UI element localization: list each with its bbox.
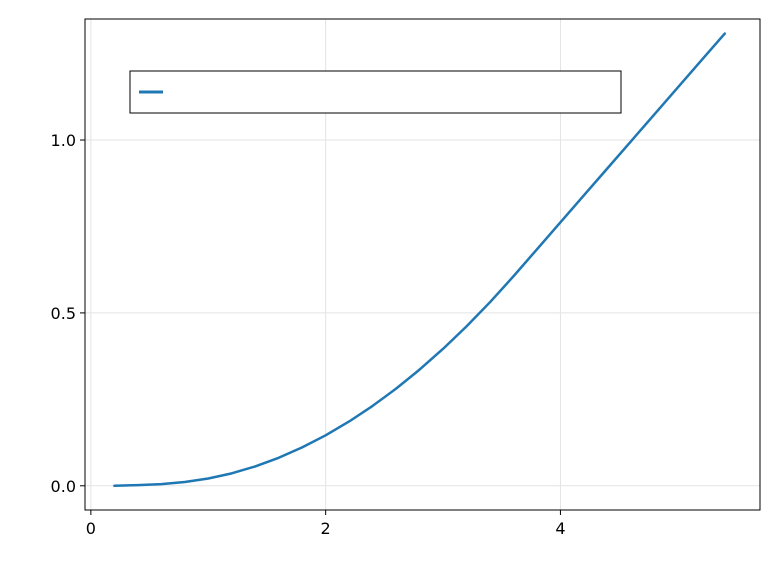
y-tick-label: 0.5 xyxy=(51,304,76,323)
y-tick-label: 0.0 xyxy=(51,477,76,496)
x-tick-label: 4 xyxy=(555,519,565,538)
x-axis: 0 2 4 xyxy=(86,510,566,538)
series-line xyxy=(113,32,727,488)
y-axis: 0.0 0.5 1.0 xyxy=(51,131,85,496)
legend xyxy=(129,70,622,114)
x-tick-label: 0 xyxy=(86,519,96,538)
plot-frame xyxy=(84,18,761,511)
x-tick-label: 2 xyxy=(321,519,331,538)
y-tick-label: 1.0 xyxy=(51,131,76,150)
legend-box xyxy=(129,70,622,114)
series-layer xyxy=(113,32,727,488)
